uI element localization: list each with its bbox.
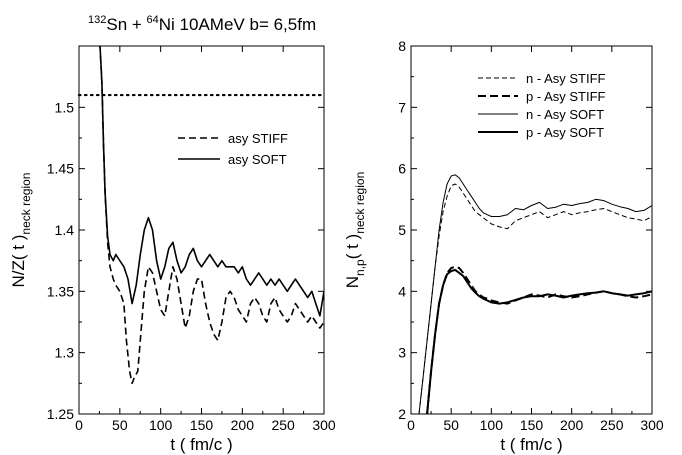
- series-line-n-asy-soft: [418, 174, 652, 414]
- y-tick-label: 1.5: [55, 99, 75, 115]
- x-tick-label: 100: [149, 417, 173, 433]
- series-line-asy-stiff: [99, 46, 324, 385]
- y-tick-label: 1.25: [47, 406, 74, 422]
- legend-label: p - Asy SOFT: [526, 125, 604, 140]
- y-tick-label: 2: [398, 406, 406, 422]
- y-axis-label-main-sub: n,p: [353, 259, 367, 276]
- legend-label: asy STIFF: [228, 131, 288, 146]
- x-axis-label: t ( fm/c ): [500, 435, 562, 454]
- plot-frame: [78, 45, 325, 415]
- title-element-1: Sn +: [106, 15, 146, 34]
- series-line-p-asy-stiff: [426, 265, 652, 414]
- series-line-n-asy-stiff: [418, 183, 652, 414]
- x-axis-label: t ( fm/c ): [170, 435, 232, 454]
- title-mass-number-1: 132: [88, 14, 106, 26]
- series-layer: [99, 46, 324, 385]
- x-tick-label: 300: [312, 417, 336, 433]
- y-tick-label: 6: [398, 161, 406, 177]
- legend-label: p - Asy STIFF: [526, 89, 606, 104]
- legend: n - Asy STIFF p - Asy STIFF n - Asy SOFT p …: [478, 71, 606, 140]
- y-axis-label-main: N/Z( t ): [9, 235, 28, 288]
- x-tick-label: 150: [520, 417, 544, 433]
- series-line-asy-soft: [99, 46, 324, 317]
- y-axis-label: Nn,p( t )neck region: [343, 172, 367, 289]
- y-tick-label: 4: [398, 283, 406, 299]
- legend-label: asy SOFT: [228, 152, 287, 167]
- y-axis-label-main: N: [343, 276, 362, 288]
- y-axis-label: N/Z( t )neck region: [9, 173, 33, 288]
- series-line-p-asy-soft: [426, 268, 652, 414]
- chart-nz-ratio: 0 50 100 150 200 250 3001.251.31.351.41.451.5 …: [9, 45, 336, 454]
- x-tick-label: 50: [112, 417, 128, 433]
- x-tick-label: 300: [640, 417, 664, 433]
- y-axis-label-sub: neck region: [353, 172, 367, 234]
- axis-ticks: 0 50 100 150 200 250 300 1.25 1.3 1.35 1.4 1.45 1.5: [47, 46, 336, 433]
- y-tick-label: 7: [398, 99, 406, 115]
- y-tick-label: 8: [398, 38, 406, 54]
- title-mass-number-2: 64: [147, 14, 159, 26]
- legend-label: n - Asy SOFT: [526, 107, 604, 122]
- axis-ticks: 0 50 100 150 200 250 300 2 3 4 5 6 7 8: [398, 38, 664, 433]
- y-tick-label: 1.4: [55, 222, 75, 238]
- x-tick-label: 200: [231, 417, 255, 433]
- x-tick-label: 0: [407, 417, 415, 433]
- y-tick-label: 1.35: [47, 283, 74, 299]
- x-tick-label: 250: [271, 417, 295, 433]
- x-tick-label: 100: [480, 417, 504, 433]
- x-tick-label: 150: [190, 417, 214, 433]
- x-tick-label: 50: [443, 417, 459, 433]
- series-layer: [418, 174, 652, 414]
- chart-neutron-proton-number: 0 50 100 150 200 250 300 2 3 4 5 6 7 8 n - Asy STIFF p…: [343, 38, 664, 454]
- x-tick-label: 200: [560, 417, 584, 433]
- x-tick-label: 0: [75, 417, 83, 433]
- legend-label: n - Asy STIFF: [526, 71, 606, 86]
- x-tick-label: 250: [600, 417, 624, 433]
- y-axis-label-paren: ( t ): [343, 234, 362, 260]
- legend: asy STIFF asy SOFT: [178, 131, 288, 167]
- title-element-2: Ni 10AMeV b= 6,5fm: [159, 15, 316, 34]
- y-tick-label: 5: [398, 222, 406, 238]
- y-axis-label-sub: neck region: [19, 173, 33, 235]
- figure-title: 132Sn + 64Ni 10AMeV b= 6,5fm: [88, 14, 316, 34]
- y-tick-label: 3: [398, 345, 406, 361]
- y-tick-label: 1.45: [47, 161, 74, 177]
- y-tick-label: 1.3: [55, 345, 75, 361]
